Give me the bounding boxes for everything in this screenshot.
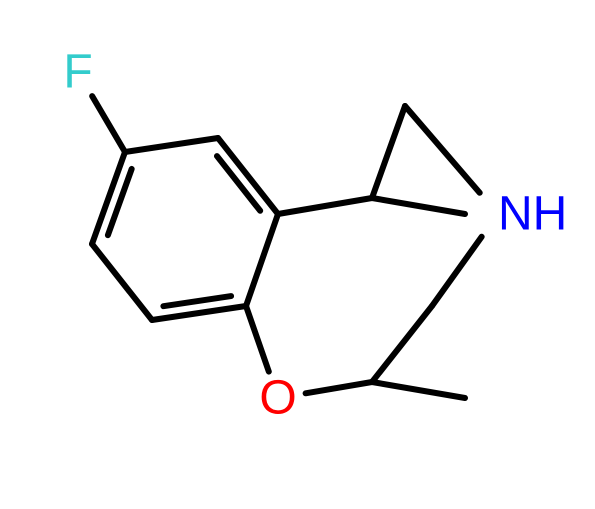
bond <box>306 382 372 393</box>
atom-label-O: O <box>259 372 296 425</box>
bond <box>246 214 278 306</box>
bond <box>372 382 465 398</box>
atom-label-F: F <box>63 46 92 99</box>
bond <box>108 169 132 235</box>
bond <box>218 138 278 214</box>
bond <box>432 237 482 306</box>
bond <box>372 306 432 382</box>
bond <box>92 244 152 320</box>
bond <box>92 96 125 152</box>
bond <box>278 198 372 214</box>
bond <box>125 138 218 152</box>
atom-label-NH: NH <box>498 188 567 241</box>
molecule-diagram: F O NH <box>0 0 595 509</box>
bond <box>163 296 231 306</box>
bond <box>372 198 465 214</box>
bond <box>405 106 480 193</box>
bond <box>372 106 405 198</box>
bond <box>246 306 269 372</box>
